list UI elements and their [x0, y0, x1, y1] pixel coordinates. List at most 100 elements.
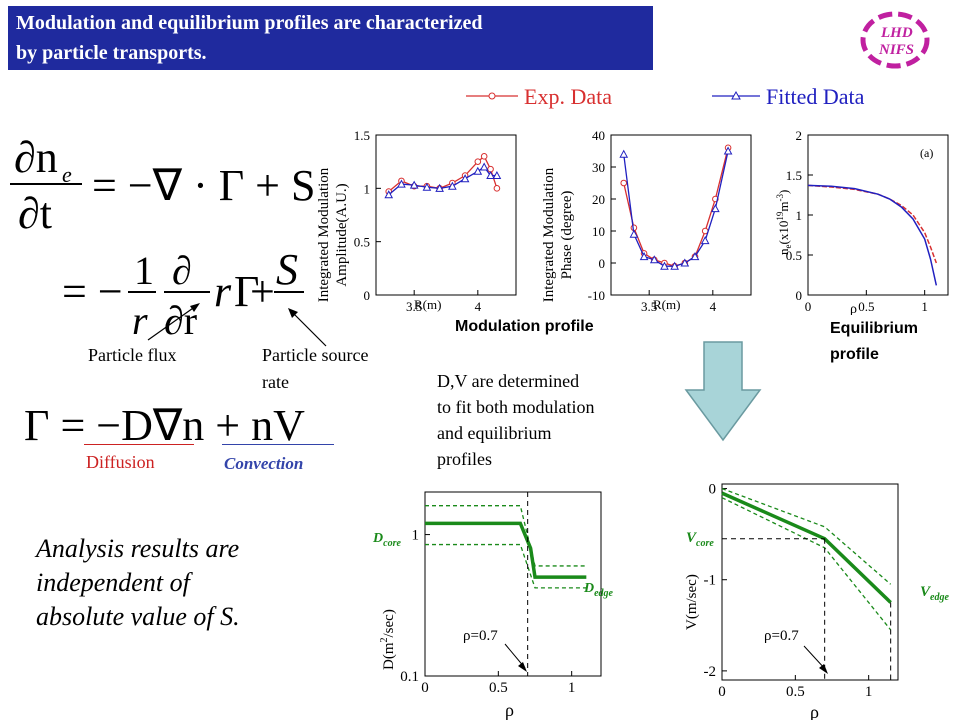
series-line [721, 497, 892, 631]
ytick-label: 1.5 [354, 128, 370, 143]
chart4-xlabel: ρ [505, 700, 514, 720]
eq2-frac1-den: r [132, 298, 148, 343]
data-point [711, 204, 720, 213]
data-point [435, 183, 444, 192]
eq2-S: S [276, 245, 298, 294]
ytick-label: 20 [592, 192, 605, 207]
data-point [620, 179, 628, 187]
data-point [384, 190, 394, 199]
chart5-xlabel: ρ [810, 702, 819, 720]
equilibrium-label-line-1: Equilibrium [830, 320, 918, 337]
analysis-text: Analysis results are independent of abso… [36, 532, 240, 634]
chart-amplitude: Integrated Modulation Amplitude(A.U.) 0 0… [316, 128, 517, 314]
data-point [492, 170, 502, 180]
series-line [623, 147, 729, 267]
eq1-lhs-num: ∂n [14, 133, 58, 182]
slide-title: Modulation and equilibrium profiles are … [8, 6, 653, 70]
chart5-rho-label: ρ=0.7 [764, 628, 799, 644]
data-point [723, 146, 733, 155]
data-point [690, 252, 700, 261]
convection-underline [222, 444, 334, 445]
dv-line-2: to fit both modulation [437, 397, 595, 417]
ytick-label: 30 [592, 160, 605, 175]
ytick-label: -2 [704, 664, 717, 680]
data-point [448, 181, 457, 190]
xtick-label: 0 [421, 680, 429, 696]
lhd-nifs-logo: LHD NIFS [860, 11, 930, 69]
particle-source-label-1: Particle source [262, 345, 369, 365]
data-point [680, 258, 690, 267]
data-point [473, 166, 483, 175]
dv-line-3: and equilibrium [437, 423, 552, 443]
data-point [649, 255, 659, 264]
title-line-2: by particle transports. [16, 42, 207, 64]
series-line [807, 184, 938, 286]
data-point [479, 162, 489, 171]
chart2-ylabel-1: Integrated Modulation [541, 167, 557, 302]
data-point [480, 153, 488, 160]
equilibrium-label-line-2: profile [830, 346, 879, 363]
logo-text-2: NIFS [878, 42, 914, 58]
ytick-label: 0.5 [786, 248, 802, 263]
convection-label: Convection [224, 454, 304, 473]
xtick-label: 0.5 [489, 680, 508, 696]
data-point [493, 185, 501, 192]
down-arrow [684, 341, 762, 442]
ytick-label: 1 [412, 528, 420, 544]
eq2-r: r [214, 267, 232, 316]
particle-source-label-2: rate [262, 372, 289, 392]
ytick-label: -1 [704, 573, 717, 589]
data-point [422, 182, 432, 191]
chart3-annotation: (a) [920, 146, 933, 160]
ytick-label: 0.1 [400, 669, 419, 685]
chart4-dcore-label: Dcore [372, 531, 401, 549]
diffusion-underline [84, 444, 194, 445]
diffusion-label: Diffusion [86, 452, 155, 472]
title-line-1: Modulation and equilibrium profiles are … [16, 12, 483, 34]
xtick-label: 0 [718, 684, 726, 700]
chart-D-profile: D(m2/sec) 0.1 1 0 0.5 1 ρ Dcore Dedge ρ=0.7 [372, 491, 614, 720]
xtick-label: 3.5 [641, 299, 657, 314]
analysis-line-1: Analysis results are [36, 534, 240, 563]
chart3-xlabel: ρ [850, 302, 857, 315]
chart5-ylabel: V(m/sec) [684, 574, 700, 630]
ytick-label: -10 [588, 288, 605, 303]
eq1-lhs-sub: e [62, 162, 72, 187]
chart2-ylabel-2: Phase (degree) [559, 191, 575, 280]
particle-flux-label: Particle flux [88, 345, 177, 365]
data-point [409, 180, 419, 189]
xtick-label: 4 [710, 299, 717, 314]
chart5-vedge-label: Vedge [920, 584, 949, 603]
chart-V-profile: V(m/sec) -2 -1 0 0 0.5 1 ρ Vcore Vedge ρ=0.7 [684, 482, 949, 720]
data-point [474, 158, 482, 165]
data-point [486, 170, 495, 180]
chart-equilibrium: ne(x1019m-3) 0 0.5 1 1.5 2 0 0.5 1 ρ (a) [775, 128, 949, 315]
xtick-label: 0.5 [858, 299, 874, 314]
data-point [397, 179, 406, 188]
eq2-eq: = − [62, 267, 123, 316]
chart1-ylabel-2: Amplitude(A.U.) [334, 183, 350, 286]
dv-line-1: D,V are determined [437, 371, 580, 391]
equations: ∂n e ∂t = −∇ · Γ + S = − 1 r ∂ ∂r r Γ + … [10, 133, 327, 450]
data-point [619, 149, 629, 158]
xtick-label: 1 [568, 680, 576, 696]
data-point [639, 252, 649, 261]
analysis-line-3: absolute value of S. [36, 602, 240, 631]
data-point [670, 261, 679, 270]
xtick-label: 0.5 [786, 684, 805, 700]
eq2-gamma: Γ [234, 267, 259, 316]
series-line [425, 505, 587, 567]
eq1-lhs-den: ∂t [18, 189, 52, 238]
chart4-dedge-label: Dedge [583, 581, 614, 599]
series-line [425, 521, 587, 579]
ytick-label: 0 [796, 288, 803, 303]
chart3-ylabel: ne(x1019m-3) [775, 190, 793, 255]
ytick-label: 0 [709, 482, 717, 498]
data-point [700, 236, 710, 245]
xtick-label: 1 [865, 684, 873, 700]
chart1-xlabel: R(m) [414, 297, 441, 312]
eq2-frac1-num: 1 [134, 248, 154, 293]
ytick-label: 1 [796, 208, 803, 223]
chart-phase: Integrated Modulation Phase (degree) -10… [541, 128, 752, 314]
eq1-rhs: = −∇ · Γ + S [92, 161, 315, 210]
